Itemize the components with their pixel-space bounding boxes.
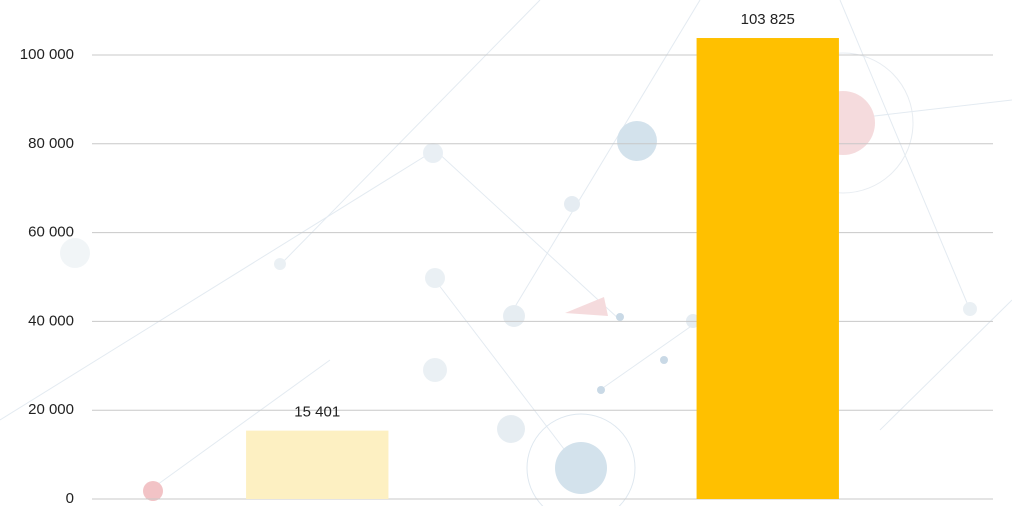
- y-tick-label: 40 000: [28, 312, 74, 329]
- y-tick-label: 80 000: [28, 135, 74, 152]
- y-tick-label: 100 000: [20, 46, 74, 63]
- bar: [246, 430, 389, 499]
- value-label: 103 825: [741, 11, 795, 28]
- value-label: 15 401: [294, 404, 340, 421]
- bar: [696, 38, 839, 499]
- y-tick-label: 20 000: [28, 401, 74, 418]
- y-tick-label: 60 000: [28, 224, 74, 241]
- y-tick-label: 0: [66, 490, 74, 506]
